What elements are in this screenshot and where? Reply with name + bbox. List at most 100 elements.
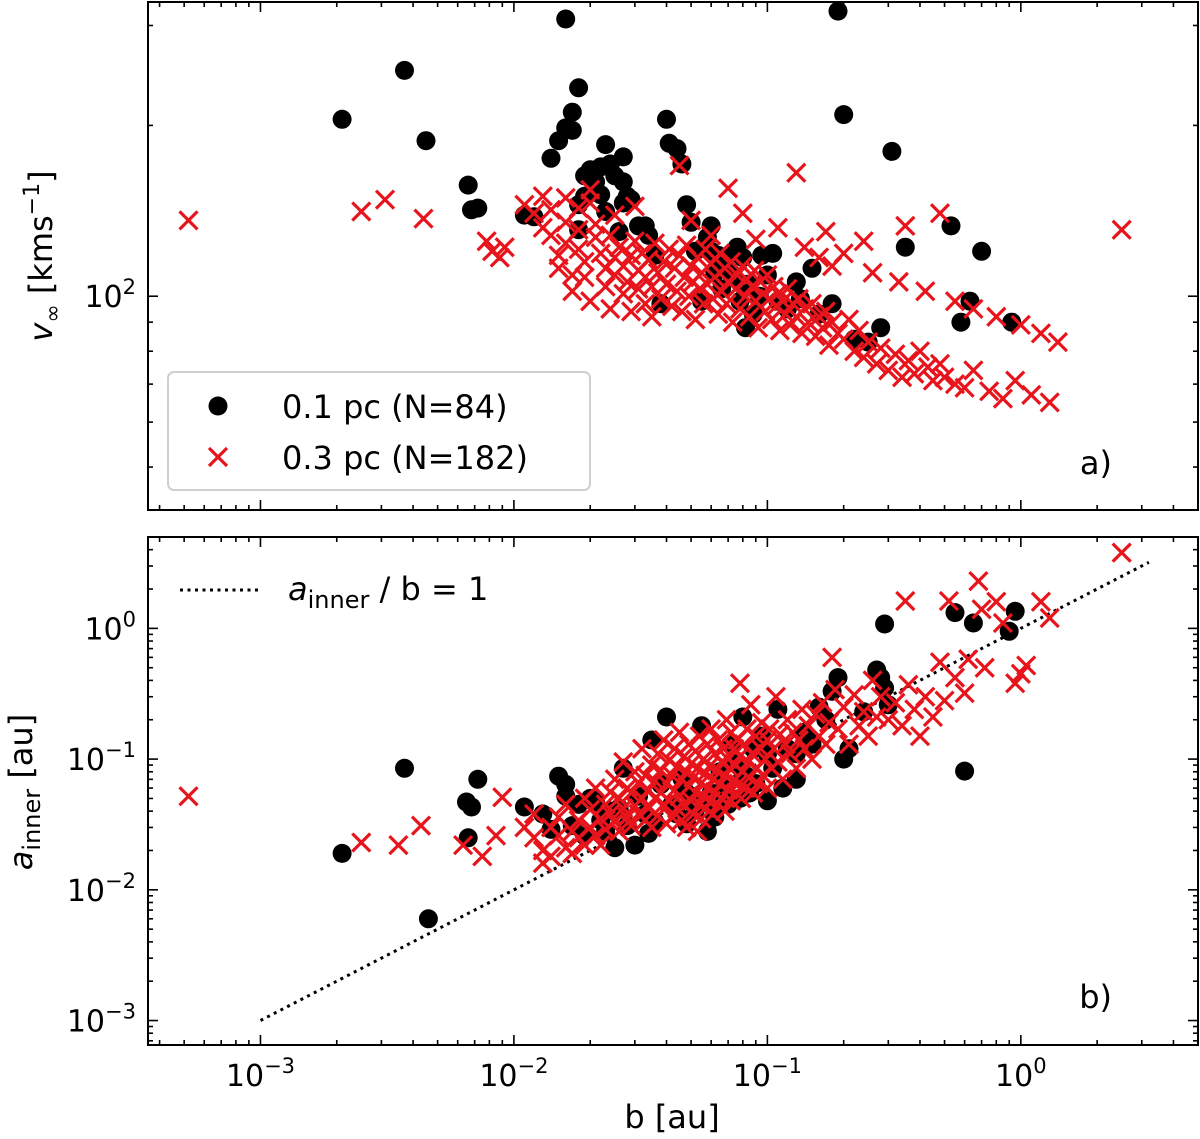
point-0.3pc [986,591,1007,612]
point-0.1pc [895,237,915,257]
point-0.3pc [909,341,931,362]
point-0.1pc [395,758,414,778]
point-0.1pc [657,707,676,727]
point-0.3pc [844,341,865,362]
point-0.3pc [532,186,553,207]
point-0.3pc [568,197,589,219]
y-tick-label: 10−2 [67,869,136,909]
point-0.3pc [1016,655,1037,676]
panel-b-axes-frame [147,536,1199,1046]
point-0.3pc [620,301,642,322]
point-0.3pc [954,682,975,704]
point-0.3pc [722,312,743,333]
point-0.3pc [944,667,966,688]
point-0.1pc [972,241,992,261]
point-0.3pc [866,353,887,375]
point-0.3pc [891,715,913,736]
point-0.3pc [963,360,984,381]
point-0.3pc [548,258,569,279]
point-0.3pc [888,271,909,293]
point-0.3pc [1030,323,1052,344]
point-0.3pc [904,363,925,384]
point-0.3pc [590,243,611,264]
point-0.3pc [604,204,625,226]
point-0.3pc [669,722,690,743]
point-0.3pc [944,291,966,312]
point-0.3pc [678,286,700,307]
point-0.3pc [798,312,819,333]
point-0.3pc [650,288,672,309]
point-0.3pc [644,233,666,254]
panel-a-ticks: 102 [84,2,1199,510]
x-tick-label: 100 [995,1054,1047,1094]
point-0.3pc [858,725,879,747]
point-0.3pc [635,267,656,288]
point-0.3pc [878,709,899,730]
point-0.1pc [541,148,561,168]
point-0.3pc [523,827,545,848]
point-0.1pc [839,739,859,759]
panel-a-scatter-points [178,1,1132,413]
point-0.1pc [418,909,438,929]
point-0.1pc [667,139,687,159]
legend-label-0.3pc: 0.3 pc (N=182) [282,439,528,477]
point-0.1pc [802,258,822,278]
point-0.1pc [596,135,616,155]
point-0.3pc [922,370,944,391]
point-0.3pc [885,344,906,365]
point-0.1pc [757,791,777,811]
point-0.3pc [821,647,843,668]
point-0.3pc [963,298,984,320]
point-0.3pc [732,255,753,277]
point-0.3pc [805,704,826,725]
point-0.3pc [757,264,778,286]
point-0.3pc [821,312,843,333]
x-tick-label: 10−1 [733,1054,802,1094]
point-0.3pc [765,686,787,707]
point-0.3pc [714,800,736,822]
point-0.3pc [786,758,807,779]
point-0.1pc [458,175,478,195]
point-0.3pc [740,694,761,715]
legend-box [167,371,591,491]
panel-a-axes-frame [147,1,1199,511]
point-0.3pc [743,782,764,804]
point-0.3pc [788,288,809,309]
point-0.3pc [717,178,739,199]
point-0.3pc [929,203,951,224]
point-0.1pc [562,120,582,140]
point-0.3pc [653,251,674,272]
point-0.3pc [580,179,601,200]
point-0.3pc [608,237,630,258]
point-0.3pc [631,738,653,759]
point-0.3pc [968,570,989,592]
y-tick-label: 102 [84,275,136,315]
legend-label-0.1pc: 0.1 pc (N=84) [282,388,508,426]
point-0.3pc [858,331,879,353]
point-0.3pc [568,219,589,240]
point-0.3pc [801,293,823,314]
point-0.3pc [716,709,737,730]
panel-a-legend: 0.1 pc (N=84) 0.3 pc (N=182) [167,371,591,491]
point-0.1pc [763,243,783,263]
point-0.1pc [332,843,352,863]
point-0.3pc [808,247,830,268]
point-0.3pc [600,781,621,803]
panel-a-velocity-plot: 102 v∞ [kms−1] a) 0.1 pc (N=84) 0.3 pc (… [20,1,1199,511]
x-tick-label: 10−2 [479,1054,548,1094]
point-0.3pc [641,306,662,327]
point-0.3pc [1005,673,1026,694]
point-0.3pc [676,817,697,838]
y-tick-label: 10−3 [67,1000,136,1040]
point-0.3pc [767,217,789,238]
point-0.3pc [1039,607,1060,629]
point-0.1pc [677,195,697,215]
point-0.3pc [934,367,955,388]
point-0.3pc [620,782,642,804]
point-0.3pc [178,210,199,231]
point-0.3pc [1111,542,1132,563]
point-0.3pc [878,360,899,381]
point-0.3pc [647,743,669,764]
point-0.3pc [763,738,784,759]
